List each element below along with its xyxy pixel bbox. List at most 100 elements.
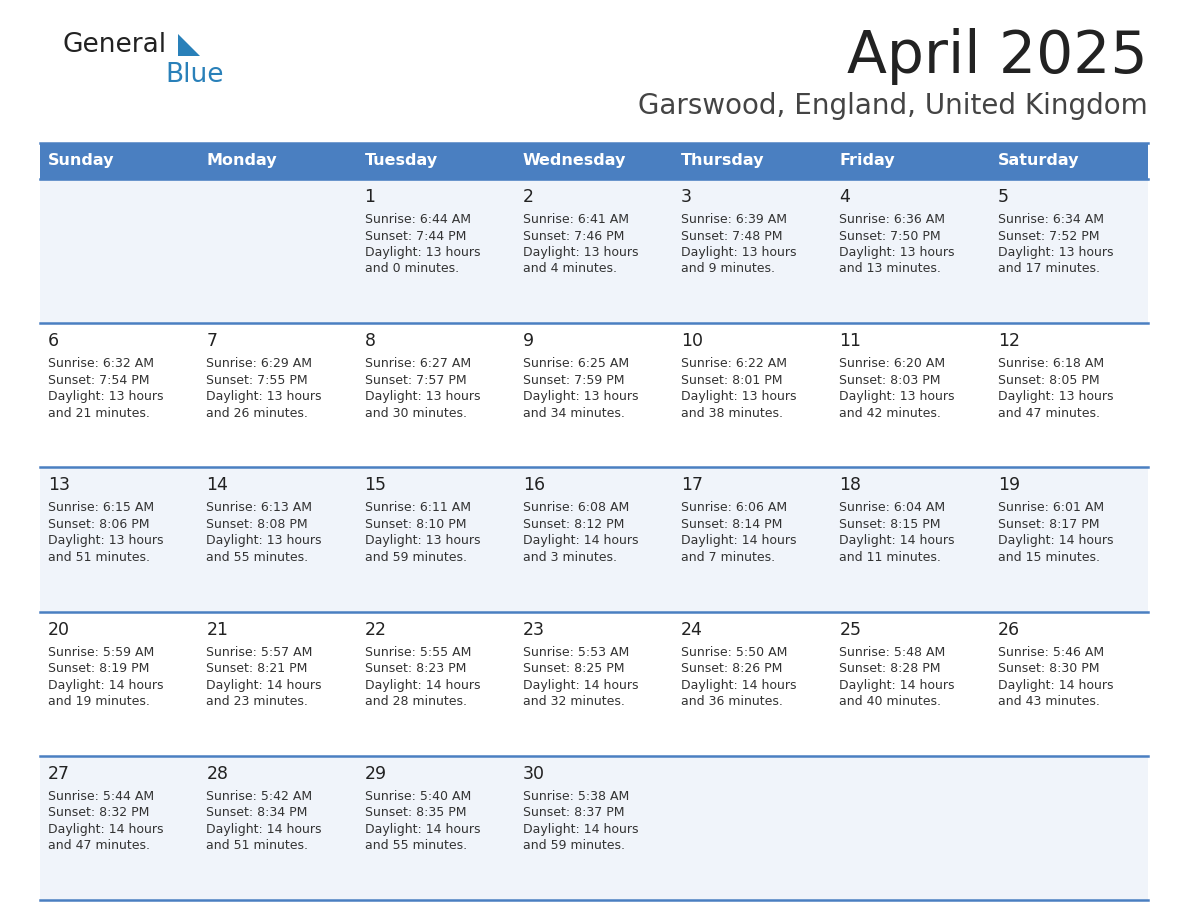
Text: 28: 28 [207,765,228,783]
Text: Sunrise: 6:39 AM: Sunrise: 6:39 AM [681,213,788,226]
Text: Sunset: 7:48 PM: Sunset: 7:48 PM [681,230,783,242]
Text: 14: 14 [207,476,228,495]
Text: Daylight: 14 hours: Daylight: 14 hours [365,823,480,835]
Text: Sunday: Sunday [48,153,114,169]
Text: Daylight: 13 hours: Daylight: 13 hours [998,246,1113,259]
Text: and 59 minutes.: and 59 minutes. [365,551,467,564]
Text: Daylight: 14 hours: Daylight: 14 hours [681,678,797,691]
Text: 18: 18 [840,476,861,495]
Text: Daylight: 14 hours: Daylight: 14 hours [365,678,480,691]
Text: Daylight: 14 hours: Daylight: 14 hours [998,678,1113,691]
Text: Sunrise: 6:15 AM: Sunrise: 6:15 AM [48,501,154,514]
Text: Sunrise: 6:22 AM: Sunrise: 6:22 AM [681,357,788,370]
Text: 20: 20 [48,621,70,639]
Text: and 13 minutes.: and 13 minutes. [840,263,941,275]
Text: 7: 7 [207,332,217,350]
Bar [40,756,1148,900]
Text: Daylight: 14 hours: Daylight: 14 hours [523,678,638,691]
Text: Sunset: 8:05 PM: Sunset: 8:05 PM [998,374,1099,386]
Text: and 9 minutes.: and 9 minutes. [681,263,775,275]
Text: Daylight: 14 hours: Daylight: 14 hours [840,534,955,547]
Text: Daylight: 14 hours: Daylight: 14 hours [207,678,322,691]
Text: Sunrise: 6:06 AM: Sunrise: 6:06 AM [681,501,788,514]
Text: Sunset: 8:32 PM: Sunset: 8:32 PM [48,806,150,819]
Text: 23: 23 [523,621,545,639]
Text: Sunset: 7:54 PM: Sunset: 7:54 PM [48,374,150,386]
Text: Sunrise: 6:18 AM: Sunrise: 6:18 AM [998,357,1104,370]
Text: Sunset: 7:46 PM: Sunset: 7:46 PM [523,230,624,242]
Text: and 21 minutes.: and 21 minutes. [48,407,150,420]
Text: Daylight: 13 hours: Daylight: 13 hours [523,390,638,403]
Text: and 23 minutes.: and 23 minutes. [207,695,308,708]
Text: 29: 29 [365,765,387,783]
Text: General: General [62,32,166,58]
Text: and 15 minutes.: and 15 minutes. [998,551,1100,564]
Text: 22: 22 [365,621,386,639]
Text: Sunset: 8:01 PM: Sunset: 8:01 PM [681,374,783,386]
Text: and 55 minutes.: and 55 minutes. [365,839,467,852]
Text: Sunset: 8:28 PM: Sunset: 8:28 PM [840,662,941,675]
Text: Wednesday: Wednesday [523,153,626,169]
Text: Sunrise: 5:59 AM: Sunrise: 5:59 AM [48,645,154,658]
Text: 11: 11 [840,332,861,350]
Text: Sunset: 8:08 PM: Sunset: 8:08 PM [207,518,308,531]
Text: and 28 minutes.: and 28 minutes. [365,695,467,708]
Text: Daylight: 14 hours: Daylight: 14 hours [681,534,797,547]
Text: Sunset: 8:26 PM: Sunset: 8:26 PM [681,662,783,675]
Text: 30: 30 [523,765,545,783]
Text: 25: 25 [840,621,861,639]
Text: and 47 minutes.: and 47 minutes. [48,839,150,852]
Polygon shape [178,34,200,56]
Text: 16: 16 [523,476,545,495]
Text: 5: 5 [998,188,1009,206]
Text: and 7 minutes.: and 7 minutes. [681,551,776,564]
Text: Sunrise: 6:44 AM: Sunrise: 6:44 AM [365,213,470,226]
Text: 8: 8 [365,332,375,350]
Text: Sunrise: 5:50 AM: Sunrise: 5:50 AM [681,645,788,658]
Text: Daylight: 13 hours: Daylight: 13 hours [681,390,797,403]
Text: Sunrise: 5:40 AM: Sunrise: 5:40 AM [365,789,470,803]
Text: Daylight: 14 hours: Daylight: 14 hours [840,678,955,691]
Text: Sunrise: 5:57 AM: Sunrise: 5:57 AM [207,645,312,658]
Text: Sunset: 8:15 PM: Sunset: 8:15 PM [840,518,941,531]
Text: Daylight: 13 hours: Daylight: 13 hours [523,246,638,259]
Text: and 19 minutes.: and 19 minutes. [48,695,150,708]
Text: Sunset: 7:50 PM: Sunset: 7:50 PM [840,230,941,242]
Text: 10: 10 [681,332,703,350]
Text: Sunrise: 6:34 AM: Sunrise: 6:34 AM [998,213,1104,226]
Text: Daylight: 13 hours: Daylight: 13 hours [207,390,322,403]
Text: Daylight: 13 hours: Daylight: 13 hours [998,390,1113,403]
Text: and 32 minutes.: and 32 minutes. [523,695,625,708]
Bar [198,143,356,179]
Text: Sunrise: 5:44 AM: Sunrise: 5:44 AM [48,789,154,803]
Bar [40,179,1148,323]
Text: Thursday: Thursday [681,153,765,169]
Text: Sunrise: 6:01 AM: Sunrise: 6:01 AM [998,501,1104,514]
Text: Sunset: 8:30 PM: Sunset: 8:30 PM [998,662,1099,675]
Text: and 34 minutes.: and 34 minutes. [523,407,625,420]
Bar [40,323,1148,467]
Text: Sunset: 7:57 PM: Sunset: 7:57 PM [365,374,466,386]
Text: and 0 minutes.: and 0 minutes. [365,263,459,275]
Text: Sunset: 8:03 PM: Sunset: 8:03 PM [840,374,941,386]
Text: Sunrise: 5:55 AM: Sunrise: 5:55 AM [365,645,470,658]
Text: Sunrise: 6:29 AM: Sunrise: 6:29 AM [207,357,312,370]
Text: Sunrise: 6:08 AM: Sunrise: 6:08 AM [523,501,630,514]
Text: and 11 minutes.: and 11 minutes. [840,551,941,564]
Text: Daylight: 14 hours: Daylight: 14 hours [48,678,164,691]
Text: and 3 minutes.: and 3 minutes. [523,551,617,564]
Text: and 47 minutes.: and 47 minutes. [998,407,1100,420]
Text: 21: 21 [207,621,228,639]
Text: Sunrise: 6:04 AM: Sunrise: 6:04 AM [840,501,946,514]
Text: 12: 12 [998,332,1019,350]
Text: Sunset: 8:17 PM: Sunset: 8:17 PM [998,518,1099,531]
Text: and 55 minutes.: and 55 minutes. [207,551,309,564]
Text: Sunrise: 6:25 AM: Sunrise: 6:25 AM [523,357,628,370]
Text: Sunset: 8:25 PM: Sunset: 8:25 PM [523,662,625,675]
Text: Garswood, England, United Kingdom: Garswood, England, United Kingdom [638,92,1148,120]
Text: Sunrise: 6:36 AM: Sunrise: 6:36 AM [840,213,946,226]
Text: Sunrise: 6:41 AM: Sunrise: 6:41 AM [523,213,628,226]
Bar [356,143,514,179]
Text: 4: 4 [840,188,851,206]
Bar [674,143,832,179]
